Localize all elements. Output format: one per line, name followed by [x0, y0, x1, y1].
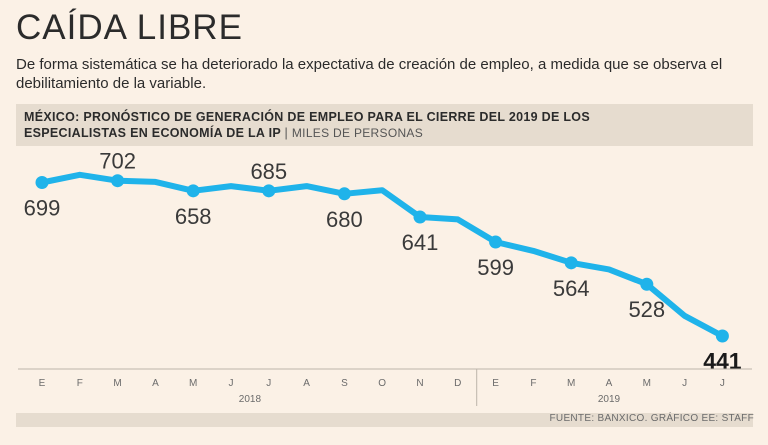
data-label: 658 — [175, 204, 212, 229]
x-tick-label: N — [416, 378, 423, 389]
x-tick-label: J — [720, 378, 725, 389]
x-tick-label: F — [77, 378, 83, 389]
data-point — [715, 329, 729, 343]
x-tick-label: J — [266, 378, 271, 389]
x-tick-label: E — [492, 378, 499, 389]
x-tick-label: M — [113, 378, 121, 389]
x-tick-label: M — [189, 378, 197, 389]
x-tick-label: M — [567, 378, 575, 389]
x-tick-label: O — [378, 378, 386, 389]
headline: CAÍDA LIBRE — [16, 8, 243, 47]
footer-band — [16, 413, 753, 427]
x-tick-label: A — [606, 378, 613, 389]
year-label: 2018 — [239, 394, 262, 405]
x-tick-label: J — [682, 378, 687, 389]
data-point — [337, 187, 351, 201]
chart-title-band: MÉXICO: PRONÓSTICO DE GENERACIÓN DE EMPL… — [16, 104, 753, 146]
data-label: 685 — [250, 159, 287, 184]
x-tick-label: A — [303, 378, 310, 389]
data-point — [489, 235, 503, 249]
chart-title: MÉXICO: PRONÓSTICO DE GENERACIÓN DE EMPL… — [24, 109, 594, 141]
dek-text: De forma sistemática se ha deteriorado l… — [16, 56, 723, 92]
data-point — [111, 174, 125, 188]
data-point — [35, 175, 49, 189]
x-tick-label: M — [643, 378, 651, 389]
series-line — [39, 171, 726, 339]
data-label: 699 — [24, 195, 61, 220]
data-point — [186, 184, 200, 198]
x-tick-label: E — [39, 378, 46, 389]
x-tick-label: J — [229, 378, 234, 389]
data-label: 564 — [553, 276, 590, 301]
x-tick-label: F — [530, 378, 536, 389]
data-point — [262, 184, 276, 198]
x-tick-label: D — [454, 378, 461, 389]
data-point — [564, 256, 578, 270]
x-tick-label: S — [341, 378, 348, 389]
data-label: 641 — [402, 230, 439, 255]
year-label: 2019 — [598, 394, 621, 405]
source-note: FUENTE: BANXICO. GRÁFICO EE: STAFF — [549, 413, 754, 424]
data-point — [640, 277, 654, 291]
title-separator: | — [284, 126, 289, 140]
data-label: 528 — [628, 297, 665, 322]
data-point — [413, 210, 427, 224]
data-label: 680 — [326, 207, 363, 232]
data-label: 441 — [703, 348, 742, 374]
data-label: 599 — [477, 255, 514, 280]
chart-title-text: MÉXICO: PRONÓSTICO DE GENERACIÓN DE EMPL… — [24, 110, 590, 140]
x-tick-label: A — [152, 378, 159, 389]
data-label: 702 — [99, 149, 136, 174]
chart-units: MILES DE PERSONAS — [291, 126, 424, 140]
